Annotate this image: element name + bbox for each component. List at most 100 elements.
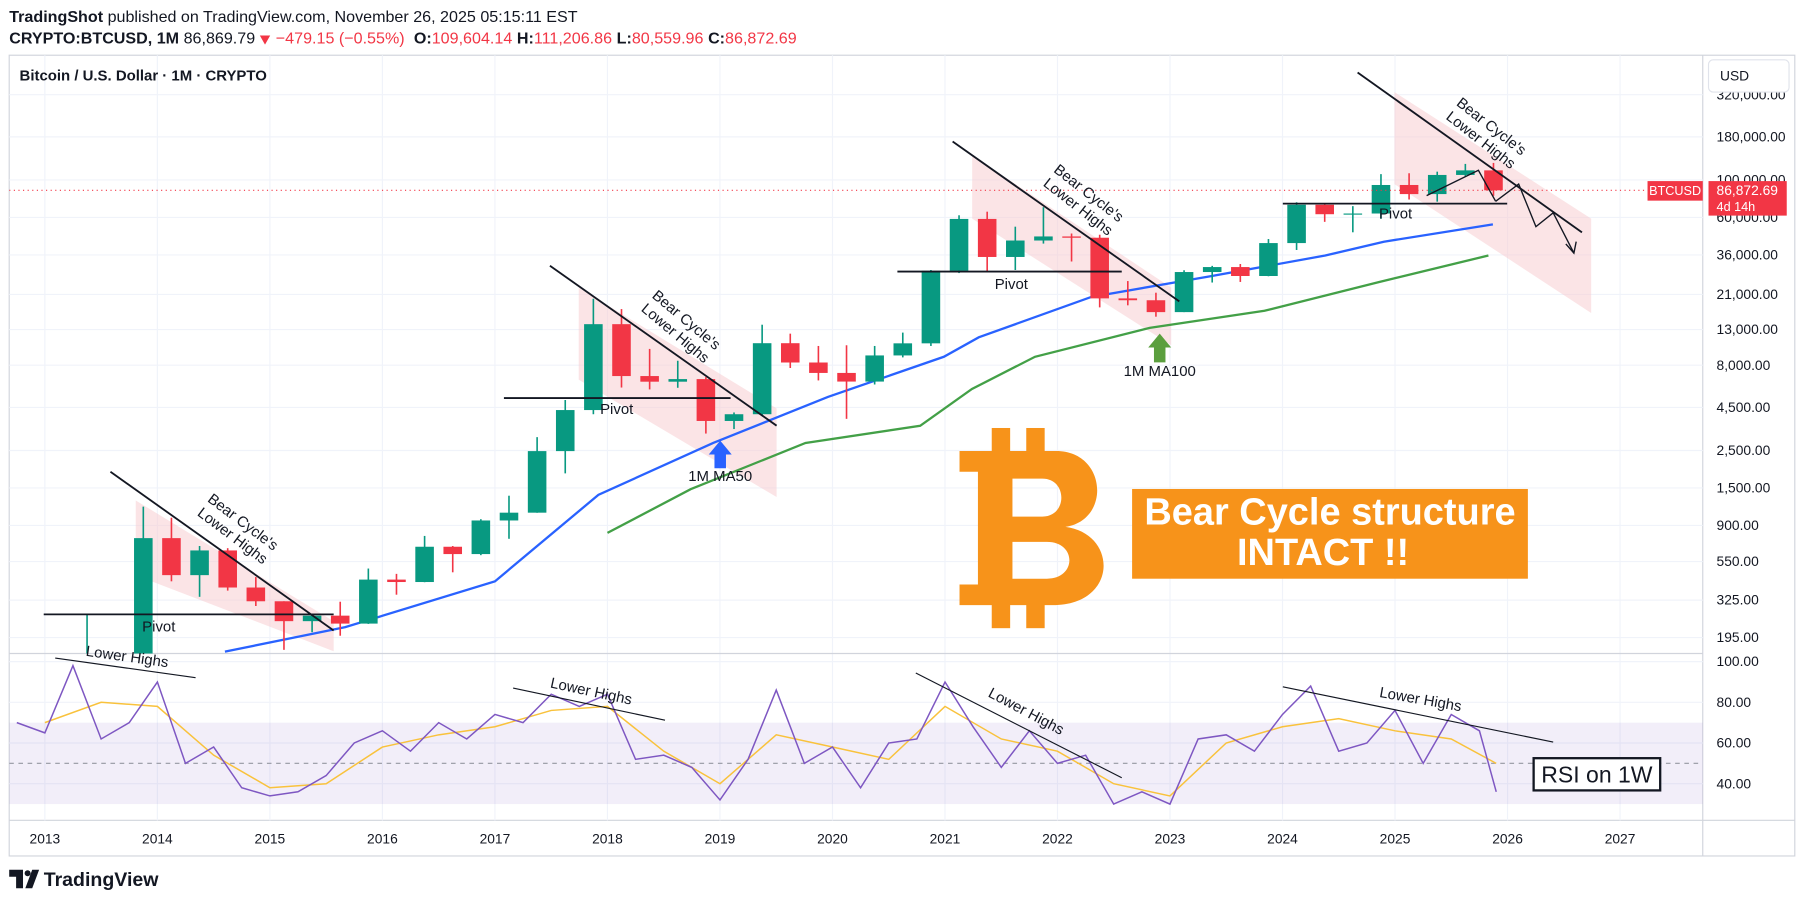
pivot-label: Pivot [142, 619, 176, 636]
candle-body [471, 520, 491, 555]
candle-body [809, 362, 828, 373]
logo-bar [991, 598, 1011, 629]
candle-body [555, 410, 575, 452]
pivot-label: Pivot [1379, 206, 1413, 223]
trendline [549, 265, 778, 427]
y-tick-label: 325.00 [1717, 593, 1760, 608]
l-value: 80,559.96 [632, 30, 704, 48]
y-tick-label: 36,000.00 [1717, 248, 1779, 263]
candle-body [1090, 237, 1109, 299]
y-tick-label: 60.00 [1717, 736, 1752, 751]
projection [1495, 182, 1575, 254]
y-tick-label: 900.00 [1717, 518, 1760, 533]
y-tick-label: 40.00 [1717, 776, 1752, 791]
candle-body [612, 324, 631, 377]
bear-zone [1394, 92, 1592, 313]
candle-body [134, 538, 153, 654]
x-tick-label: 2025 [1380, 831, 1411, 846]
quote-line: CRYPTO:BTCUSD, 1M 86,869.79 −479.15 (−0.… [9, 30, 796, 48]
logo-b [959, 451, 1104, 606]
h-value: 111,206.86 [534, 30, 612, 48]
candle-body [893, 343, 913, 356]
ma50-arrow [708, 440, 732, 469]
rsi-trendline [1282, 686, 1554, 743]
x-tick-label: 2016 [367, 831, 398, 846]
pivot-label: Pivot [995, 276, 1029, 293]
x-tick-label: 2013 [30, 831, 61, 846]
candle-body [499, 512, 519, 521]
candle-body [977, 218, 997, 257]
candle-body [1174, 272, 1194, 313]
trendline [1357, 71, 1583, 234]
candle-body [1456, 170, 1475, 175]
candle-body [696, 379, 716, 421]
candle-body [1146, 300, 1166, 313]
candle-body [1062, 236, 1081, 238]
ma-label: 1M MA50 [688, 468, 752, 485]
rsi-note-box [1532, 757, 1662, 792]
candle-body [1034, 236, 1053, 241]
price-tag [1647, 181, 1703, 201]
bitcoin-logo [959, 427, 1104, 629]
moving-average [224, 223, 1494, 653]
rsi-line [44, 701, 1497, 797]
trendline [109, 470, 335, 632]
x-tick-label: 2023 [1155, 831, 1186, 846]
x-tick-label: 2017 [480, 831, 511, 846]
candle-body [330, 615, 350, 624]
x-tick-label: 2027 [1605, 831, 1636, 846]
candle-body [302, 615, 322, 622]
chart-title: Bitcoin / U.S. Dollar · 1M · CRYPTO [20, 68, 267, 85]
ma-label: 1M MA100 [1124, 363, 1196, 380]
currency-button[interactable] [1707, 59, 1790, 93]
candle-body [865, 355, 884, 382]
o-value: 109,604.14 [432, 30, 513, 48]
grid: 2013 2014 2015 2016 2017 2018 2019 2020 2021 2022… [9, 55, 1786, 846]
candle-body [837, 372, 856, 382]
y-tick-label: 550.00 [1717, 554, 1760, 569]
published: published on TradingView.com, November 2… [108, 8, 578, 26]
x-tick-label: 2024 [1267, 831, 1298, 846]
y-tick-label: 1,500.00 [1717, 481, 1771, 496]
candle-body [218, 550, 237, 588]
candle-body [527, 451, 547, 513]
candle-body [780, 343, 800, 363]
y-tick-label: 2,500.00 [1717, 443, 1771, 458]
currency[interactable]: USD [1720, 69, 1749, 84]
rsi-note: RSI on 1W [1541, 761, 1652, 787]
candle-body [921, 270, 941, 344]
candle-body [668, 379, 688, 382]
rsi-trendline [55, 657, 196, 679]
x-tick-label: 2014 [142, 831, 173, 846]
trendlines [43, 71, 1583, 779]
x-tick-label: 2026 [1492, 831, 1523, 846]
l-label: L: [617, 30, 632, 48]
change: −479.15 (−0.55%) [276, 30, 405, 48]
candle-body [1343, 213, 1363, 215]
candle-body [415, 546, 434, 583]
banner-line: INTACT !! [1237, 532, 1409, 574]
candle-body [190, 550, 209, 576]
brand-logo [9, 869, 40, 889]
brand-logo-dot [24, 870, 31, 877]
candle-body [1399, 184, 1419, 195]
candle-body [640, 376, 659, 382]
trendline [952, 140, 1180, 303]
rsi-trendline [513, 687, 666, 721]
ma100-arrow [1148, 333, 1172, 363]
zigzag [1426, 169, 1497, 202]
x-tick-label: 2018 [592, 831, 623, 846]
candle-body [1371, 184, 1391, 214]
h-label: H: [517, 30, 534, 48]
candle-body [1427, 174, 1447, 195]
projection-arrowhead [1565, 241, 1577, 255]
y-tick-label: 195.00 [1717, 630, 1760, 645]
y-tick-label: 21,000.00 [1717, 287, 1779, 302]
price: 86,869.79 [184, 30, 256, 48]
x-tick-label: 2021 [930, 831, 961, 846]
banner-line: Bear Cycle structure [1144, 492, 1515, 534]
y-tick-label: 180,000.00 [1717, 129, 1786, 144]
countdown: 4d 14h [1717, 200, 1756, 214]
brand: TradingView [44, 869, 160, 891]
